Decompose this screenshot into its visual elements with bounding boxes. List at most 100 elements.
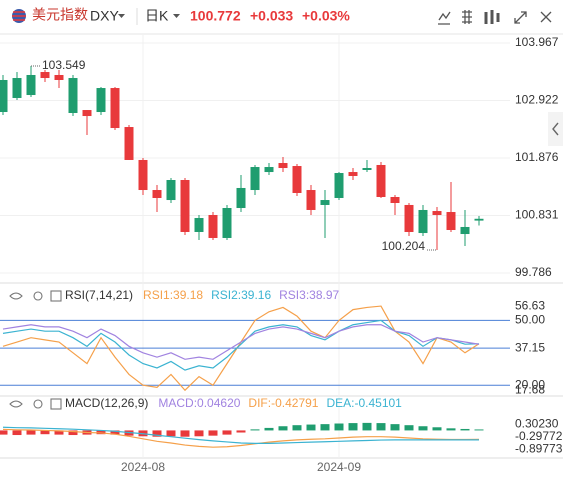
close-icon[interactable]	[540, 11, 552, 23]
flag-stripes	[12, 11, 26, 21]
macd-bar	[26, 430, 36, 435]
y-tick-label: 20.00	[515, 377, 545, 391]
macd-bar	[376, 423, 386, 431]
macd-bar	[348, 423, 358, 431]
candle-body	[124, 127, 134, 160]
dropdown-arrow[interactable]	[173, 14, 180, 18]
candle-body	[418, 209, 428, 234]
candle-body	[320, 200, 330, 205]
gear-icon[interactable]	[33, 291, 43, 301]
candle-body	[222, 208, 232, 238]
macd-bar	[320, 424, 330, 431]
macd-bar	[404, 425, 414, 431]
settings-icon[interactable]	[50, 290, 62, 302]
candle-body	[54, 74, 64, 80]
side-tab[interactable]	[548, 112, 563, 146]
indicator-line	[2, 428, 480, 448]
candle-body	[362, 168, 372, 170]
candle-body	[390, 197, 400, 203]
indicator-line	[2, 324, 480, 360]
candle-body	[208, 214, 218, 238]
change-pct: +0.03%	[302, 8, 350, 24]
macd-bar	[292, 425, 302, 431]
candle-body	[96, 88, 106, 113]
candle-body	[166, 180, 176, 201]
macd-bar	[0, 430, 8, 435]
legend-entry: DEA:-0.45101	[326, 396, 402, 410]
candle-body	[446, 212, 456, 231]
y-tick-label: 101.876	[515, 150, 559, 164]
x-tick-label: 2024-09	[317, 460, 361, 474]
candle-body	[194, 218, 204, 232]
candle-body	[306, 190, 316, 210]
macd-bar	[390, 424, 400, 431]
macd-bar	[152, 430, 162, 437]
candle-body	[334, 173, 344, 198]
macd-bar	[236, 430, 246, 433]
candle-body	[474, 218, 484, 221]
candle-body	[26, 74, 36, 96]
indicator-title: MACD(12,26,9)	[65, 396, 148, 410]
price: 100.772	[190, 8, 241, 24]
x-tick-label: 2024-08	[121, 460, 165, 474]
period[interactable]: 日K	[145, 8, 169, 24]
macd-bar	[474, 429, 484, 431]
y-tick-label: 50.00	[515, 313, 545, 327]
macd-bar	[68, 430, 78, 436]
low-label: 100.204	[382, 239, 426, 253]
eye-icon[interactable]	[9, 400, 23, 408]
y-tick-label: 102.922	[515, 93, 559, 107]
macd-bar	[96, 430, 106, 435]
y-tick-label: 37.15	[515, 340, 545, 354]
candle-icon[interactable]	[484, 10, 500, 24]
gear-icon[interactable]	[33, 399, 43, 409]
dropdown-arrow[interactable]	[118, 14, 125, 18]
legend-entry: MACD:0.04620	[158, 396, 240, 410]
header: 美元指数 DXY 日K 100.772 +0.033 +0.03%	[0, 7, 563, 35]
indicator-line	[2, 319, 480, 371]
symbol-code[interactable]: DXY	[90, 8, 119, 24]
macd-bar	[208, 430, 218, 436]
indicator-icon[interactable]	[462, 10, 472, 24]
indicator-line	[2, 426, 480, 445]
candle-body	[138, 159, 148, 191]
macd-bar	[264, 427, 274, 431]
candle-body	[376, 164, 386, 198]
legend-entry: RSI3:38.97	[279, 288, 339, 302]
change: +0.033	[250, 8, 293, 24]
candle-body	[40, 72, 50, 79]
draw-tool-icon[interactable]	[438, 11, 451, 25]
fullscreen-icon[interactable]	[514, 11, 527, 24]
candle-body	[404, 204, 414, 232]
macd-bar	[446, 428, 456, 431]
candle-body	[250, 167, 260, 191]
macd-bar	[110, 430, 120, 435]
candle-body	[82, 110, 92, 117]
macd-bar	[194, 430, 204, 437]
y-tick-label: -0.89773	[515, 441, 563, 455]
y-tick-label: 0.30230	[515, 416, 559, 430]
panel-icons	[9, 290, 62, 410]
macd-bar	[306, 424, 316, 431]
high-label: 103.549	[42, 58, 86, 72]
candle-body	[264, 167, 274, 173]
macd-bar	[222, 430, 232, 435]
y-tick-label: 103.967	[515, 35, 559, 49]
symbol-name: 美元指数	[32, 7, 88, 23]
candle-body	[432, 211, 442, 215]
y-tick-label: 99.786	[515, 265, 552, 279]
legend-entry: RSI1:39.18	[143, 288, 203, 302]
side-tab-arrow[interactable]	[552, 122, 559, 136]
candle-body	[68, 78, 78, 114]
candle-body	[460, 226, 470, 235]
eye-icon[interactable]	[9, 292, 23, 300]
candle-body	[12, 78, 22, 98]
candle-body	[348, 172, 358, 176]
legend-entry: RSI2:39.16	[211, 288, 271, 302]
macd-bar	[12, 430, 22, 436]
macd-bar	[432, 427, 442, 431]
macd-bar	[362, 422, 372, 431]
settings-icon[interactable]	[50, 398, 62, 410]
candle-body	[292, 166, 302, 193]
